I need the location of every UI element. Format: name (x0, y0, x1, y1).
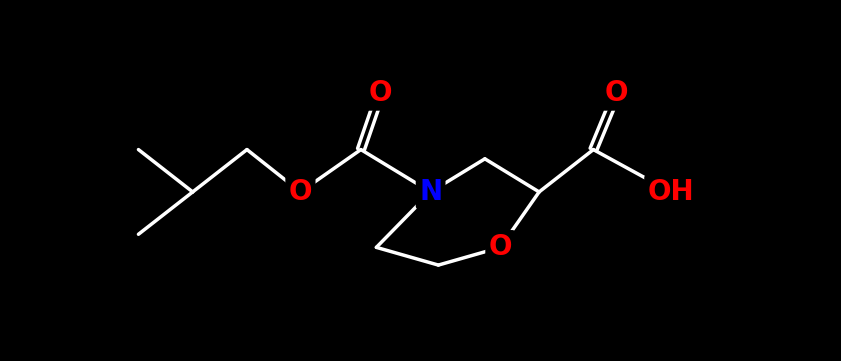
Text: N: N (419, 178, 442, 206)
Text: O: O (605, 79, 628, 107)
Text: O: O (288, 178, 312, 206)
Text: O: O (368, 79, 392, 107)
Text: O: O (489, 233, 512, 261)
Text: OH: OH (648, 178, 694, 206)
